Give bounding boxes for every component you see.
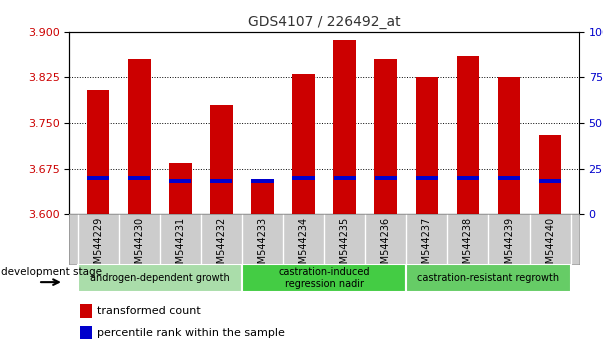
- Text: GSM544229: GSM544229: [93, 217, 103, 276]
- Bar: [457, 176, 479, 180]
- Bar: [128, 59, 151, 214]
- Bar: [251, 181, 274, 214]
- Bar: [169, 162, 192, 214]
- Text: GSM544237: GSM544237: [422, 217, 432, 276]
- Text: percentile rank within the sample: percentile rank within the sample: [97, 327, 285, 338]
- Text: GSM544239: GSM544239: [504, 217, 514, 276]
- Bar: [406, 264, 570, 292]
- Text: development stage: development stage: [1, 267, 103, 277]
- Bar: [374, 59, 397, 214]
- Text: GSM544238: GSM544238: [463, 217, 473, 276]
- Bar: [374, 176, 397, 180]
- Bar: [539, 135, 561, 214]
- Bar: [415, 176, 438, 180]
- Text: androgen-dependent growth: androgen-dependent growth: [90, 273, 230, 283]
- Text: castration-resistant regrowth: castration-resistant regrowth: [417, 273, 560, 283]
- Bar: [169, 179, 191, 183]
- Bar: [415, 78, 438, 214]
- Text: GSM544235: GSM544235: [339, 217, 350, 276]
- Bar: [87, 90, 109, 214]
- Bar: [333, 176, 356, 180]
- Bar: [80, 304, 92, 318]
- Bar: [251, 179, 274, 183]
- Bar: [456, 56, 479, 214]
- Bar: [210, 179, 233, 183]
- Text: transformed count: transformed count: [97, 306, 201, 316]
- Bar: [292, 74, 315, 214]
- Bar: [292, 176, 315, 180]
- Text: GSM544234: GSM544234: [298, 217, 309, 276]
- Text: GSM544232: GSM544232: [216, 217, 226, 276]
- Text: GSM544236: GSM544236: [380, 217, 391, 276]
- Bar: [539, 179, 561, 183]
- Bar: [80, 326, 92, 339]
- Bar: [78, 264, 242, 292]
- Bar: [128, 176, 150, 180]
- Bar: [498, 176, 520, 180]
- Title: GDS4107 / 226492_at: GDS4107 / 226492_at: [248, 16, 400, 29]
- Bar: [87, 176, 109, 180]
- Bar: [333, 40, 356, 214]
- Text: GSM544230: GSM544230: [134, 217, 144, 276]
- Bar: [242, 264, 406, 292]
- Text: GSM544231: GSM544231: [175, 217, 185, 276]
- Bar: [497, 78, 520, 214]
- Text: castration-induced
regression nadir: castration-induced regression nadir: [279, 267, 370, 289]
- Bar: [210, 105, 233, 214]
- Text: GSM544240: GSM544240: [545, 217, 555, 276]
- Text: GSM544233: GSM544233: [257, 217, 268, 276]
